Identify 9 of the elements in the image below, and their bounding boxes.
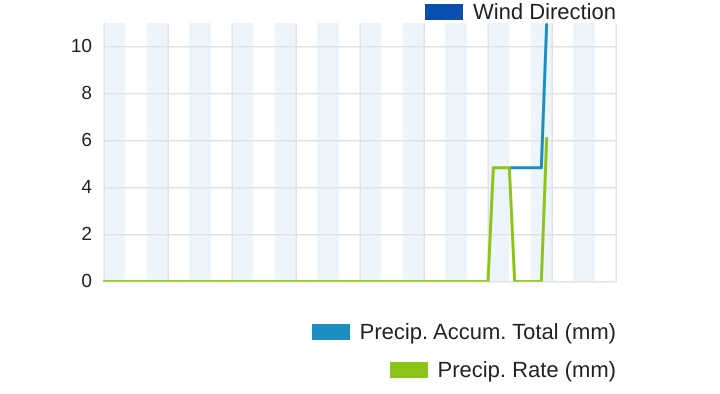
y-tick-label: 6 [81, 130, 92, 151]
y-tick-label: 0 [81, 270, 92, 292]
y-tick-label: 10 [70, 36, 92, 58]
y-tick-label: 2 [81, 224, 92, 245]
legend-label: Precip. Rate (mm) [438, 357, 616, 382]
y-tick-label: 4 [81, 176, 92, 198]
legend-label: Precip. Accum. Total (mm) [360, 319, 616, 344]
legend-label: Wind Direction [472, 0, 616, 24]
y-tick-label: 8 [81, 83, 92, 104]
